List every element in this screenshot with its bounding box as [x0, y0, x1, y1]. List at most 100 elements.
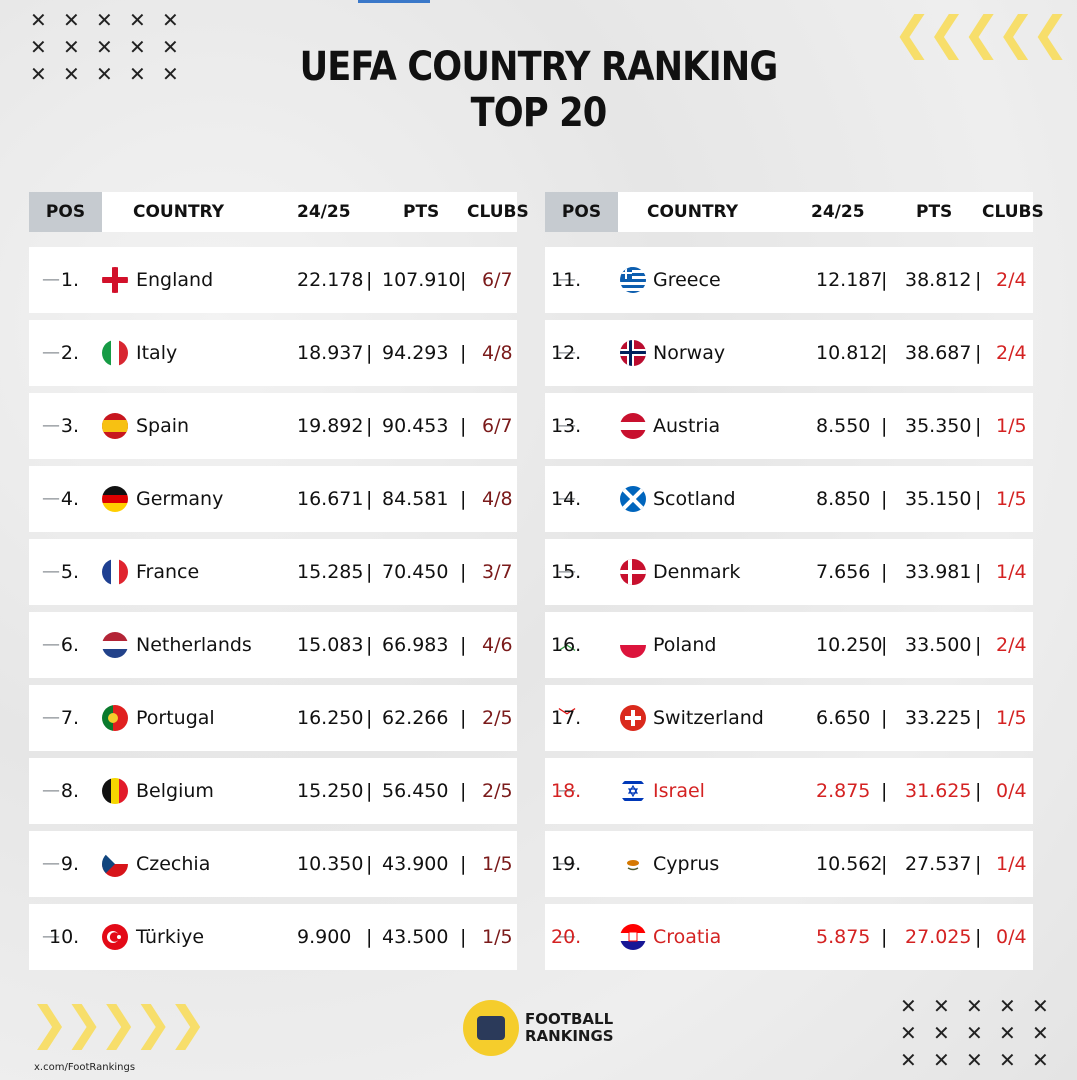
denmark-flag-icon — [620, 559, 646, 585]
table-header: POS COUNTRY 24/25 PTS CLUBS — [545, 192, 1044, 232]
table-row: —15. Denmark 7.656 | 33.981 | 1/4 — [545, 539, 1033, 605]
total-points: 33.500 — [905, 634, 972, 656]
country-name: Belgium — [136, 780, 214, 802]
column-separator: | — [366, 561, 373, 583]
x-mark-icon: ✕ — [999, 1048, 1016, 1072]
trend-indicator-icon: — — [42, 415, 60, 436]
title-line-2: TOP 20 — [470, 90, 608, 136]
column-separator: | — [366, 780, 373, 802]
season-points: 6.650 — [816, 707, 871, 729]
greece-flag-icon — [620, 267, 646, 293]
rank-number: 10. — [49, 926, 80, 948]
x-mark-icon: ✕ — [933, 1048, 950, 1072]
table-row: —2. Italy 18.937 | 94.293 | 4/8 — [29, 320, 517, 386]
x-mark-icon: ✕ — [129, 35, 146, 59]
season-points: 15.250 — [297, 780, 364, 802]
column-separator: | — [975, 780, 982, 802]
cyprus-flag-icon — [620, 851, 646, 877]
column-separator: | — [881, 853, 888, 875]
country-name: Netherlands — [136, 634, 252, 656]
switzerland-flag-icon — [620, 705, 646, 731]
trend-indicator-icon: — — [42, 634, 60, 655]
rank-number: 9. — [60, 853, 79, 875]
clubs-remaining: 2/5 — [482, 780, 513, 802]
column-separator: | — [460, 853, 467, 875]
clubs-remaining: 4/8 — [482, 342, 513, 364]
rank-number: 15. — [551, 561, 582, 583]
x-mark-icon: ✕ — [1032, 1021, 1049, 1045]
column-separator: | — [881, 780, 888, 802]
portugal-flag-icon — [102, 705, 128, 731]
rank-number: 18. — [551, 780, 582, 802]
clubs-remaining: 1/5 — [996, 488, 1027, 510]
rank-number: 20. — [551, 926, 582, 948]
trend-indicator-icon: — — [42, 342, 60, 363]
logo-text-line-2: RANKINGS — [525, 1027, 614, 1045]
trend-indicator-icon: — — [42, 488, 60, 509]
x-mark-icon: ✕ — [129, 62, 146, 86]
trend-indicator-icon: — — [42, 780, 60, 801]
column-separator: | — [881, 488, 888, 510]
total-points: 107.910 — [382, 269, 461, 291]
season-points: 12.187 — [816, 269, 883, 291]
ranking-table-left: POS COUNTRY 24/25 PTS CLUBS —1. England 22… — [29, 192, 529, 970]
rank-number: 19. — [551, 853, 582, 875]
header-pts: PTS — [916, 202, 953, 222]
column-separator: | — [460, 561, 467, 583]
trend-indicator-icon: — — [558, 342, 576, 363]
table-row: —20. Croatia 5.875 | 27.025 | 0/4 — [545, 904, 1033, 970]
country-name: Austria — [653, 415, 721, 437]
table-row: ︿ 16. Poland 10.250 | 33.500 | 2/4 — [545, 612, 1033, 678]
column-separator: | — [975, 415, 982, 437]
country-name: Greece — [653, 269, 721, 291]
rank-number: 16. — [551, 634, 582, 656]
rank-number: 12. — [551, 342, 582, 364]
column-separator: | — [460, 926, 467, 948]
logo-ball-icon — [463, 1000, 519, 1056]
column-separator: | — [975, 926, 982, 948]
x-mark-icon: ✕ — [933, 1021, 950, 1045]
france-flag-icon — [102, 559, 128, 585]
logo-text: FOOTBALL RANKINGS — [525, 1011, 614, 1045]
clubs-remaining: 1/4 — [996, 853, 1027, 875]
table-row: —1. England 22.178 | 107.910 | 6/7 — [29, 247, 517, 313]
column-separator: | — [460, 342, 467, 364]
column-separator: | — [975, 634, 982, 656]
x-mark-icon: ✕ — [933, 994, 950, 1018]
country-name: Switzerland — [653, 707, 764, 729]
country-name: Denmark — [653, 561, 741, 583]
season-points: 10.562 — [816, 853, 883, 875]
country-name: Spain — [136, 415, 190, 437]
rank-number: 13. — [551, 415, 582, 437]
x-mark-icon: ✕ — [96, 8, 113, 32]
croatia-flag-icon — [620, 924, 646, 950]
norway-flag-icon — [620, 340, 646, 366]
scotland-flag-icon — [620, 486, 646, 512]
table-row: —18. Israel 2.875 | 31.625 | 0/4 — [545, 758, 1033, 824]
social-handle: x.com/FootRankings — [34, 1062, 136, 1073]
logo-text-line-1: FOOTBALL — [525, 1010, 614, 1028]
header-season: 24/25 — [297, 202, 351, 222]
column-separator: | — [460, 780, 467, 802]
total-points: 38.812 — [905, 269, 972, 291]
czechia-flag-icon — [102, 851, 128, 877]
season-points: 10.812 — [816, 342, 883, 364]
header-country: COUNTRY — [133, 202, 225, 222]
header-country: COUNTRY — [647, 202, 739, 222]
header-clubs: CLUBS — [467, 202, 529, 222]
season-points: 8.550 — [816, 415, 871, 437]
title-line-1: UEFA COUNTRY RANKING — [299, 44, 779, 90]
italy-flag-icon — [102, 340, 128, 366]
total-points: 33.981 — [905, 561, 972, 583]
season-points: 10.250 — [816, 634, 883, 656]
column-separator: | — [881, 415, 888, 437]
trend-indicator-icon: — — [558, 780, 576, 801]
total-points: 35.350 — [905, 415, 972, 437]
season-points: 10.350 — [297, 853, 364, 875]
top-accent-bar — [358, 0, 430, 3]
x-mark-icon: ✕ — [999, 1021, 1016, 1045]
england-flag-icon — [102, 267, 128, 293]
rank-number: 17. — [551, 707, 582, 729]
column-separator: | — [975, 269, 982, 291]
country-name: Croatia — [653, 926, 722, 948]
